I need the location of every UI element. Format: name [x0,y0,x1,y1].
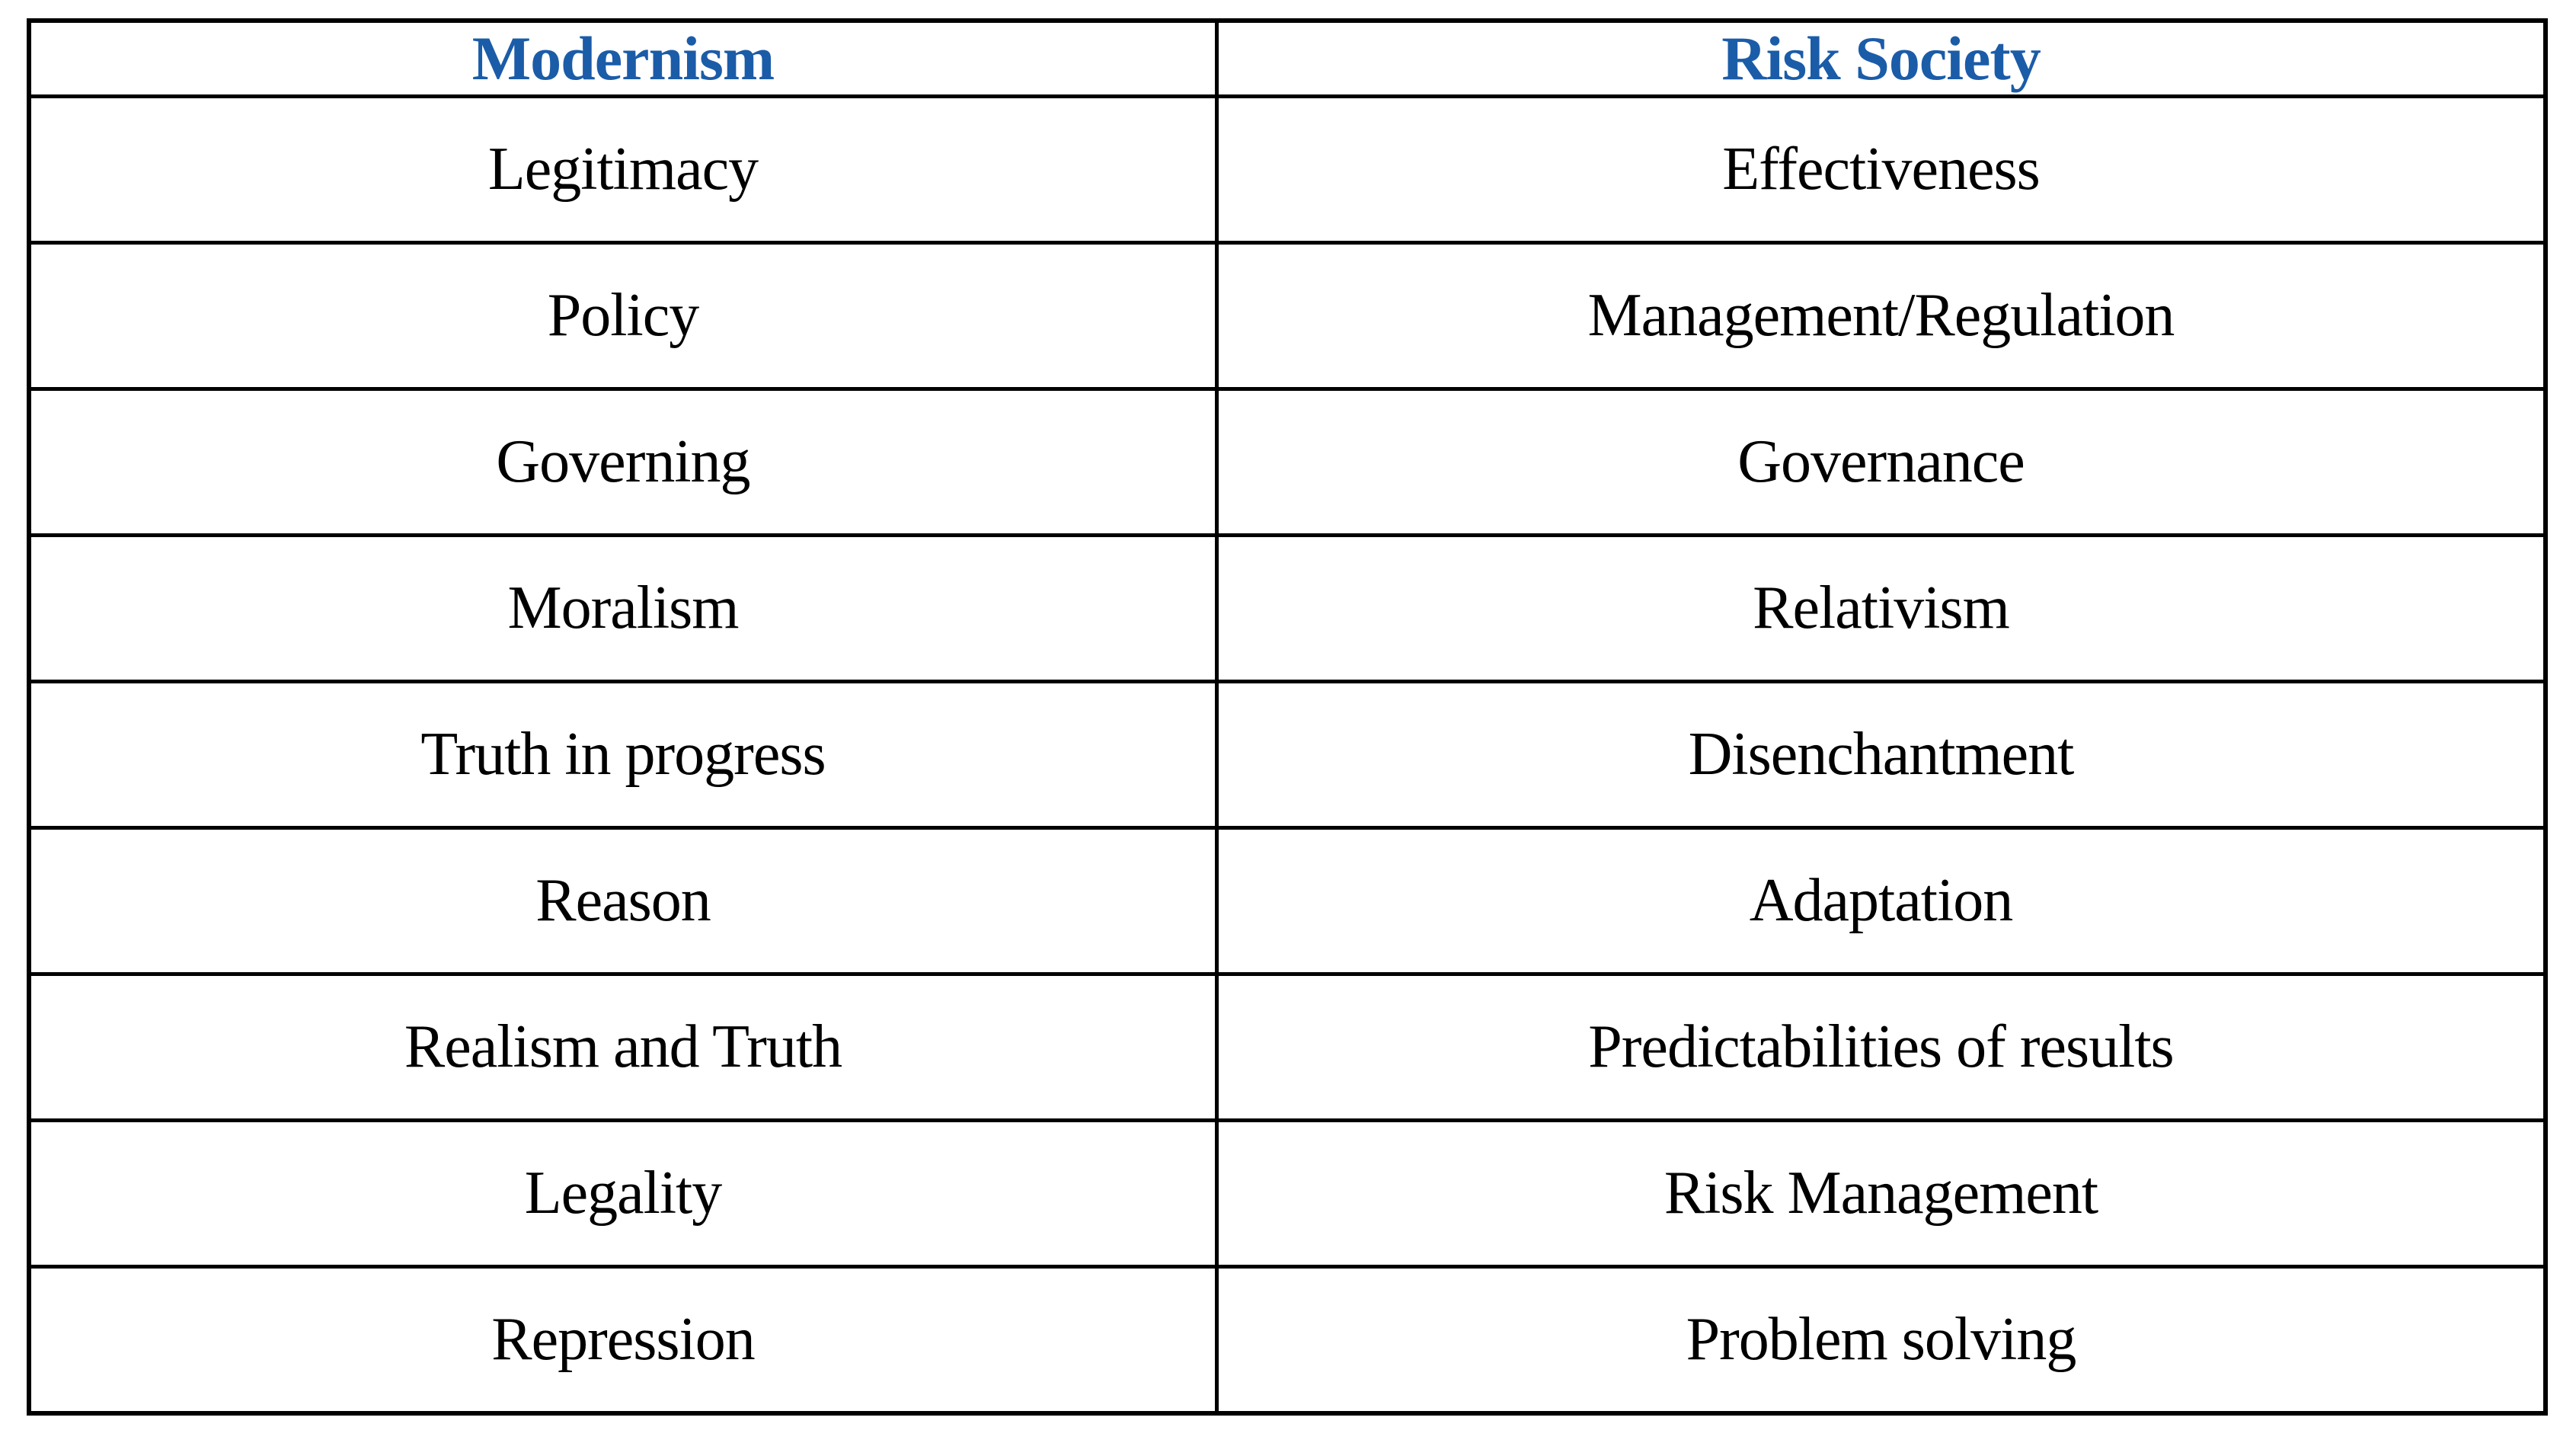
table-row: Legitimacy Effectiveness [27,94,2548,245]
table-row: Policy Management/Regulation [27,240,2548,391]
table-cell: Truth in progress [27,679,1219,830]
table-cell: Realism and Truth [27,971,1219,1122]
table-cell: Problem solving [1214,1264,2548,1416]
table-cell: Legitimacy [27,94,1219,245]
header-cell-modernism: Modernism [27,18,1219,98]
table-cell: Policy [27,240,1219,391]
table-cell: Moralism [27,533,1219,683]
table-row: Realism and Truth Predictabilities of re… [27,971,2548,1122]
header-row: Modernism Risk Society [27,18,2548,98]
table-cell: Risk Management [1214,1118,2548,1269]
table-row: Legality Risk Management [27,1118,2548,1269]
table-cell: Governance [1214,386,2548,537]
table-cell: Relativism [1214,533,2548,683]
table-row: Truth in progress Disenchantment [27,679,2548,830]
table-cell: Reason [27,825,1219,976]
table-cell: Governing [27,386,1219,537]
header-cell-risk-society: Risk Society [1214,18,2548,98]
table-row: Governing Governance [27,386,2548,537]
table-cell: Adaptation [1214,825,2548,976]
table-cell: Legality [27,1118,1219,1269]
table-cell: Disenchantment [1214,679,2548,830]
table-cell: Repression [27,1264,1219,1416]
table-row: Reason Adaptation [27,825,2548,976]
table-row: Repression Problem solving [27,1264,2548,1416]
table-row: Moralism Relativism [27,533,2548,683]
table-cell: Management/Regulation [1214,240,2548,391]
comparison-table: Modernism Risk Society Legitimacy Effect… [27,18,2548,1416]
table-cell: Predictabilities of results [1214,971,2548,1122]
table-cell: Effectiveness [1214,94,2548,245]
